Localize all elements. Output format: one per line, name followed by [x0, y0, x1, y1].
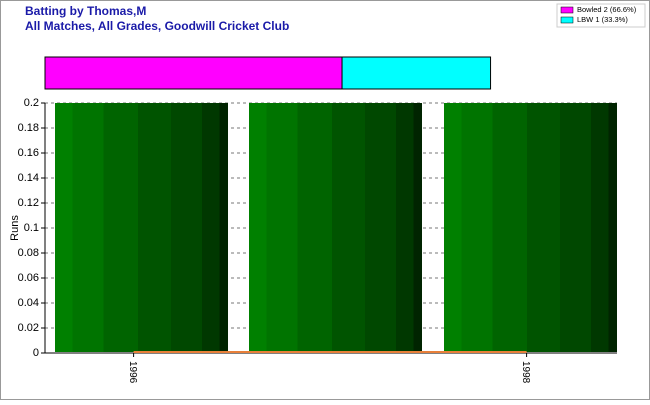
y-tick-label: 0.08: [18, 247, 39, 259]
legend-label: LBW 1 (33.3%): [577, 15, 628, 24]
season-band: [55, 103, 228, 352]
y-tick-label: 0.02: [18, 322, 39, 334]
season-band: [249, 103, 422, 352]
legend-label: Bowled 2 (66.6%): [577, 5, 637, 14]
chart-subtitle: All Matches, All Grades, Goodwill Cricke…: [25, 19, 289, 33]
chart-title: Batting by Thomas,M: [25, 4, 146, 18]
y-tick-label: 0.16: [18, 147, 39, 159]
y-tick-label: 0.1: [24, 222, 39, 234]
season-band: [444, 103, 617, 352]
x-tick-label: 1998: [520, 361, 531, 384]
y-tick-label: 0: [33, 347, 39, 359]
y-tick-label: 0.04: [18, 297, 39, 309]
y-axis-label: Runs: [9, 215, 21, 241]
y-tick-label: 0.18: [18, 122, 39, 134]
y-tick-label: 0.14: [18, 172, 39, 184]
x-tick-label: 1996: [127, 361, 138, 384]
bar-segment: [44, 56, 343, 90]
y-tick-label: 0.2: [24, 97, 39, 109]
y-tick-label: 0.06: [18, 272, 39, 284]
legend-box: [556, 3, 646, 28]
legend-swatch: [560, 16, 574, 24]
legend-swatch: [560, 6, 574, 14]
bar-segment: [341, 56, 492, 90]
y-tick-label: 0.12: [18, 197, 39, 209]
